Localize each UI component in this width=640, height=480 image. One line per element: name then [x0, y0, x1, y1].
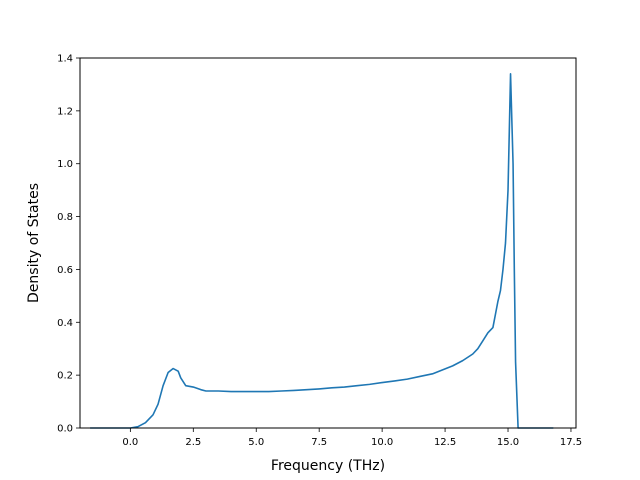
plot-area	[80, 58, 576, 428]
x-tick-label: 0.0	[122, 437, 138, 448]
x-tick-label: 17.5	[560, 437, 582, 448]
dos-series-line	[90, 73, 554, 429]
x-axis-label: Frequency (THz)	[271, 458, 385, 474]
x-axis-ticks: 0.0 2.5 5.0 7.5 10.0 12.5 15.0 17.5	[122, 428, 582, 448]
y-tick-label: 1.4	[57, 54, 73, 65]
x-tick-label: 10.0	[371, 437, 393, 448]
y-tick-label: 0.8	[57, 212, 73, 223]
y-tick-label: 0.4	[57, 318, 73, 329]
y-tick-label: 0.6	[57, 265, 73, 276]
x-tick-label: 15.0	[497, 437, 519, 448]
y-axis-ticks: 0.0 0.2 0.4 0.6 0.8 1.0 1.2 1.4	[57, 54, 80, 435]
series-layer	[90, 73, 554, 429]
y-tick-label: 1.2	[57, 106, 73, 117]
x-tick-label: 7.5	[311, 437, 327, 448]
x-tick-label: 2.5	[185, 437, 201, 448]
x-tick-label: 12.5	[434, 437, 456, 448]
x-tick-label: 5.0	[248, 437, 264, 448]
y-tick-label: 0.2	[57, 371, 73, 382]
y-tick-label: 0.0	[57, 424, 73, 435]
plot-frame	[79, 57, 577, 429]
y-tick-label: 1.0	[57, 159, 73, 170]
y-axis-label: Density of States	[26, 183, 42, 303]
